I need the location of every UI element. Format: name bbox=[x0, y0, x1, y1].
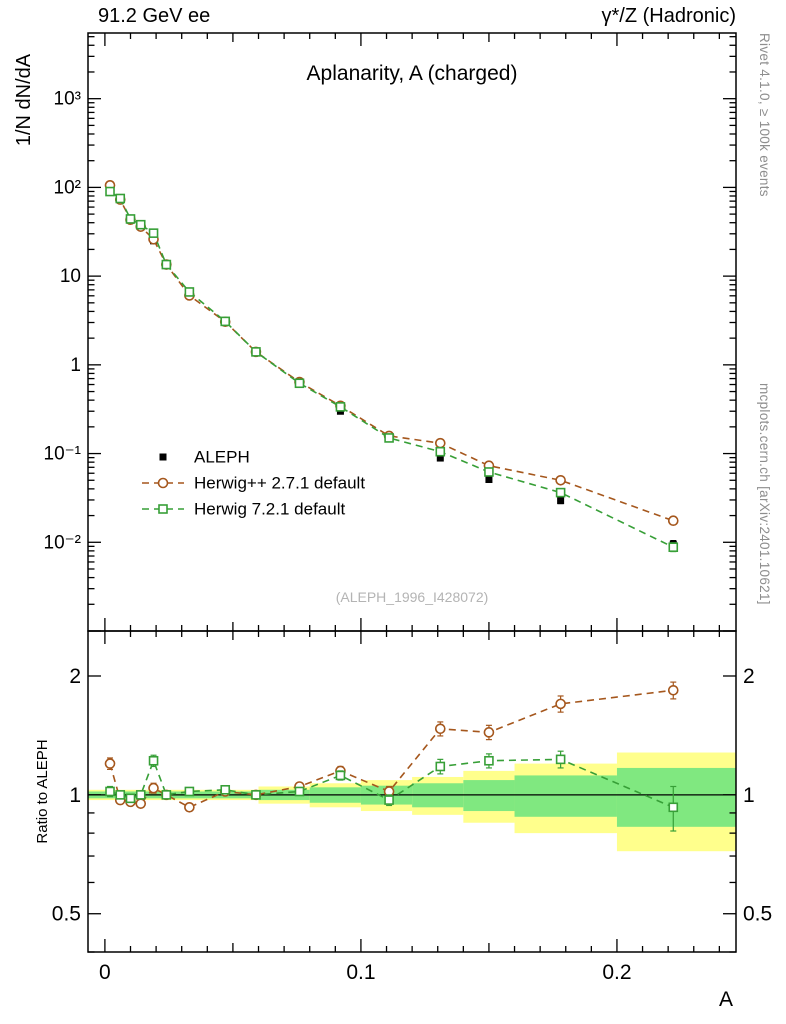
data-point-marker bbox=[557, 497, 565, 505]
mc-point-marker bbox=[148, 755, 159, 766]
axis-ticks bbox=[88, 33, 736, 953]
series-herwig-7-2-1-default bbox=[105, 186, 679, 553]
x-axis-title: A bbox=[719, 988, 733, 1011]
data-point-marker bbox=[436, 454, 444, 462]
mc-point-marker bbox=[158, 504, 168, 514]
mc-point-marker bbox=[384, 795, 394, 805]
ratio-tick-label-left: 2 bbox=[69, 665, 81, 688]
mc-point-marker bbox=[115, 790, 126, 800]
mc-point-marker bbox=[148, 782, 159, 794]
mc-point-marker bbox=[294, 378, 305, 389]
mc-point-marker bbox=[484, 467, 494, 477]
mc-point-marker bbox=[148, 228, 159, 238]
legend-label: ALEPH bbox=[194, 448, 250, 467]
mc-point-marker bbox=[555, 487, 566, 498]
data-point-marker bbox=[485, 476, 493, 484]
y-axis-tick-label: 1 bbox=[70, 355, 81, 376]
y-axis-tick-label: 10³ bbox=[54, 89, 81, 110]
ratio-series-line bbox=[109, 758, 674, 809]
mc-point-marker bbox=[115, 193, 126, 204]
legend-label: Herwig++ 2.7.1 default bbox=[194, 474, 365, 493]
mc-point-marker bbox=[104, 758, 116, 769]
x-axis-tick-label: 0.2 bbox=[602, 961, 631, 984]
y-axis-tick-label: 10⁻² bbox=[44, 532, 82, 553]
mc-point-marker bbox=[555, 698, 566, 710]
y-axis-tick-label: 10⁻¹ bbox=[44, 444, 82, 465]
legend-label: Herwig 7.2.1 default bbox=[194, 500, 345, 519]
mc-point-marker bbox=[251, 347, 261, 357]
beam-energy-label: 91.2 GeV ee bbox=[98, 5, 211, 27]
mc-point-marker bbox=[434, 723, 446, 735]
ratio-series-herwig-7-2-1-default bbox=[105, 750, 679, 832]
x-axis-tick-label: 0 bbox=[99, 961, 111, 984]
mc-point-marker bbox=[667, 515, 679, 527]
ratio-tick-label-left: 0.5 bbox=[52, 903, 81, 926]
y-axis-title: 1/N dN/dA bbox=[13, 53, 35, 146]
ratio-band-green bbox=[514, 775, 617, 817]
main-series-line bbox=[109, 184, 674, 522]
ratio-band-green bbox=[463, 780, 515, 812]
mc-point-marker bbox=[161, 790, 172, 800]
ratio-tick-label-left: 1 bbox=[69, 784, 81, 807]
ratio-axis-title: Ratio to ALEPH bbox=[34, 739, 51, 843]
legend: ALEPH Herwig++ 2.7.1 default Herwig 7.2.1 … bbox=[142, 448, 365, 519]
analysis-watermark: (ALEPH_1996_I428072) bbox=[336, 589, 489, 605]
mc-point-marker bbox=[667, 684, 679, 696]
mc-point-marker bbox=[184, 802, 195, 813]
y-axis-tick-label: 10 bbox=[60, 266, 81, 287]
main-panel-frame bbox=[87, 32, 737, 632]
mcplots-credit-note: mcplots.cern.ch [arXiv:2401.10621] bbox=[757, 383, 772, 605]
mc-point-marker bbox=[668, 542, 679, 553]
mc-point-marker bbox=[135, 790, 146, 800]
y-axis-tick-label: 10² bbox=[54, 177, 81, 198]
rivet-version-note: Rivet 4.1.0, ≥ 100k events bbox=[757, 33, 772, 197]
mc-point-marker bbox=[105, 186, 115, 197]
main-series-line bbox=[109, 190, 674, 548]
mc-point-marker bbox=[434, 437, 446, 449]
mc-point-marker bbox=[483, 727, 495, 738]
series-aleph bbox=[106, 188, 677, 549]
mc-point-marker bbox=[484, 755, 494, 766]
mc-point-marker bbox=[335, 402, 346, 412]
series-herwig-2-7-1-default bbox=[104, 180, 679, 527]
mc-point-marker bbox=[294, 786, 305, 797]
process-label: γ*/Z (Hadronic) bbox=[601, 5, 736, 27]
mc-point-marker bbox=[184, 786, 195, 797]
mc-point-marker bbox=[220, 784, 231, 795]
mc-point-marker bbox=[435, 446, 446, 457]
data-point-marker bbox=[159, 453, 167, 461]
mc-point-marker bbox=[668, 802, 679, 813]
mc-point-marker bbox=[161, 259, 172, 270]
mc-point-marker bbox=[184, 287, 195, 297]
mc-point-marker bbox=[135, 219, 146, 230]
mc-point-marker bbox=[555, 754, 566, 765]
mc-point-marker bbox=[157, 477, 169, 489]
ratio-tick-label-right: 1 bbox=[743, 784, 755, 807]
x-axis-tick-label: 0.1 bbox=[346, 961, 375, 984]
plot-title: Aplanarity, A (charged) bbox=[307, 62, 518, 85]
mc-point-marker bbox=[335, 770, 346, 781]
mc-point-marker bbox=[125, 214, 136, 224]
mc-point-marker bbox=[435, 761, 446, 772]
ratio-uncertainty-bands bbox=[88, 752, 736, 852]
ratio-tick-label-right: 2 bbox=[743, 665, 755, 688]
mc-point-marker bbox=[555, 474, 566, 486]
mc-point-marker bbox=[220, 316, 231, 327]
ratio-band-green bbox=[616, 767, 736, 827]
ratio-tick-label-right: 0.5 bbox=[743, 903, 772, 926]
axis-tick-labels: 10⁻² 10⁻¹ 1 10 10² 10³ 0.5 0.5 1 1 2 2 0 0.1 0.2 bbox=[44, 89, 773, 984]
mc-point-marker bbox=[251, 790, 261, 800]
mc-point-marker bbox=[384, 433, 394, 443]
mc-point-marker bbox=[125, 793, 136, 804]
mc-point-marker bbox=[105, 786, 115, 797]
mc-point-marker bbox=[135, 798, 147, 809]
